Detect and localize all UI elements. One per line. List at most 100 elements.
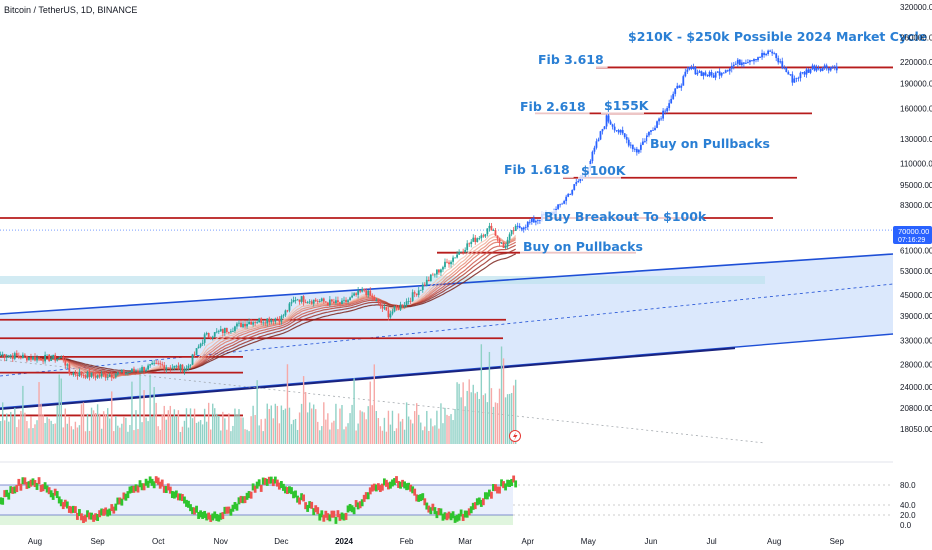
volume-bar	[173, 409, 176, 444]
oscillator-bar	[469, 506, 473, 514]
volume-bar	[222, 411, 224, 444]
oscillator-bar	[243, 496, 247, 504]
oscillator-bar	[249, 491, 253, 499]
volume-bar	[504, 397, 507, 444]
candle-body	[668, 103, 671, 109]
candle-body	[312, 299, 315, 304]
ema-line	[0, 236, 517, 378]
candle-body	[518, 225, 521, 228]
volume-bar	[238, 409, 240, 444]
oscillator-bar	[477, 497, 481, 505]
oscillator-bar	[166, 483, 170, 491]
candle-body	[141, 367, 143, 372]
volume-bar	[175, 416, 178, 444]
candle-body	[326, 302, 329, 306]
oscillator-bar	[506, 479, 509, 487]
volume-bar	[113, 431, 115, 444]
candle-body	[201, 342, 204, 344]
volume-bar	[153, 387, 155, 444]
candle-body	[86, 371, 89, 378]
candle-body	[833, 66, 836, 68]
candle-body	[835, 66, 838, 71]
volume-bar	[252, 405, 254, 444]
oscillator-bar	[203, 510, 207, 518]
oscillator-bar	[385, 479, 388, 487]
oscillator-bar	[308, 501, 312, 509]
candle-body	[765, 54, 767, 56]
candle-body	[696, 72, 699, 75]
candle-body	[373, 296, 376, 301]
time-tick-label: Sep	[830, 537, 845, 546]
price-tick-label: 83000.00	[900, 201, 932, 210]
candle-body	[74, 372, 77, 375]
oscillator-bar	[498, 486, 501, 494]
volume-bar	[129, 425, 131, 444]
volume-bar	[179, 431, 182, 444]
oscillator-bar	[13, 486, 17, 494]
volume-bar	[409, 419, 412, 444]
oscillator-bar	[429, 507, 433, 515]
oscillator-bar	[417, 494, 421, 502]
candle-body	[391, 311, 394, 314]
candle-body	[296, 299, 299, 301]
candle-body	[730, 66, 733, 69]
time-tick-label: Dec	[274, 537, 288, 546]
oscillator-bar	[170, 491, 174, 499]
volume-bar	[428, 430, 430, 444]
candle-body	[448, 262, 450, 265]
candle-body	[52, 354, 55, 359]
candle-body	[482, 235, 485, 237]
oscillator-bar	[320, 510, 324, 518]
oscillator-bar	[41, 484, 45, 492]
oscillator-bar	[118, 497, 122, 505]
current-price-tag[interactable]: 70000.00 07:16:29	[893, 226, 932, 244]
oscillator-bar	[120, 498, 124, 506]
candle-body	[749, 60, 751, 63]
volume-bar	[242, 417, 244, 444]
oscillator-bar	[63, 499, 67, 507]
volume-bar	[234, 408, 236, 444]
oscillator-bar	[457, 513, 461, 521]
candle-body	[377, 300, 380, 303]
oscillator-bar	[197, 511, 200, 519]
oscillator-bar	[490, 491, 493, 499]
oscillator-bar	[1, 497, 5, 505]
oscillator-bar	[227, 506, 231, 514]
oscillator-bar	[144, 478, 148, 486]
candle-body	[100, 373, 103, 377]
volume-bar	[214, 408, 216, 444]
oscillator-bar	[302, 494, 306, 502]
oscillator-bar	[453, 515, 457, 523]
volume-bar	[401, 418, 404, 444]
volume-bar	[165, 419, 167, 444]
oscillator-bar	[407, 482, 411, 490]
candle-body	[139, 371, 141, 373]
price-tick-label: 45000.00	[900, 291, 932, 300]
volume-bar	[10, 411, 12, 444]
candle-body	[44, 354, 46, 362]
candle-body	[335, 300, 337, 304]
volume-bar	[74, 421, 77, 444]
volume-bar	[496, 403, 499, 444]
candle-body	[70, 373, 73, 375]
candle-body	[639, 144, 642, 150]
candle-body	[692, 67, 695, 69]
oscillator-bar	[314, 505, 318, 513]
candle-body	[694, 67, 697, 75]
candle-body	[801, 72, 804, 73]
candle-body	[28, 357, 30, 361]
candle-body	[209, 337, 212, 339]
oscillator-bar	[360, 499, 364, 507]
candle-body	[345, 299, 347, 303]
candle-body	[328, 299, 331, 306]
candle-body	[21, 354, 24, 359]
candle-body	[195, 348, 198, 355]
candle-body	[106, 376, 109, 378]
oscillator-bar	[209, 514, 213, 522]
alert-icon[interactable]	[509, 430, 521, 442]
volume-bar	[411, 423, 414, 444]
oscillator-bar	[132, 485, 136, 493]
candle-body	[468, 243, 471, 245]
volume-bar	[456, 382, 458, 444]
